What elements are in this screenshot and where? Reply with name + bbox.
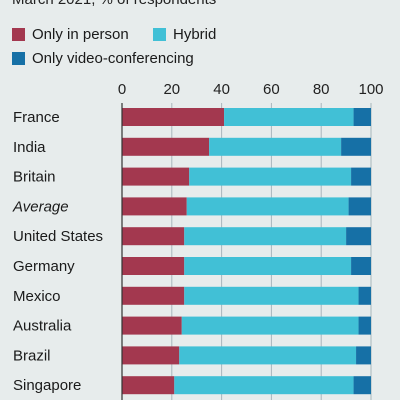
bar-segment bbox=[346, 227, 371, 246]
bar-segment bbox=[186, 197, 349, 216]
bar-segment bbox=[356, 346, 371, 365]
bar-segment bbox=[353, 376, 371, 395]
bar-segment bbox=[351, 257, 371, 275]
legend-label-hybrid: Hybrid bbox=[173, 26, 217, 43]
category-label: France bbox=[13, 109, 60, 126]
bar-segment bbox=[122, 316, 182, 335]
legend-item-video: Only video-conferencing bbox=[12, 50, 194, 67]
bar-segment bbox=[179, 346, 357, 365]
bar-segment bbox=[122, 286, 185, 305]
bar-segment bbox=[122, 346, 180, 365]
bar-segment bbox=[122, 108, 225, 126]
bar-segment bbox=[348, 197, 371, 216]
bar-segment bbox=[358, 316, 371, 335]
bar-segment bbox=[184, 227, 347, 246]
legend-item-hybrid: Hybrid bbox=[153, 26, 216, 43]
bar-segment bbox=[122, 227, 185, 246]
legend-swatch-video bbox=[12, 52, 25, 65]
chart-subtitle: March 2021, % of respondents bbox=[12, 0, 216, 8]
category-label: Australia bbox=[13, 318, 72, 335]
x-tick-label: 100 bbox=[358, 81, 383, 98]
legend-label-video: Only video-conferencing bbox=[32, 50, 194, 67]
category-label: Brazil bbox=[13, 347, 51, 364]
bar-segment bbox=[181, 316, 359, 335]
bar-segment bbox=[122, 197, 187, 216]
bar-segment bbox=[224, 108, 354, 126]
bar-segment bbox=[358, 286, 371, 305]
legend-swatch-hybrid bbox=[153, 28, 166, 41]
bar-segment bbox=[209, 137, 342, 156]
category-label: Average bbox=[12, 198, 69, 215]
category-label: United States bbox=[13, 228, 103, 245]
bar-segment bbox=[341, 137, 371, 156]
bar-segment bbox=[353, 108, 371, 126]
bar-segment bbox=[122, 257, 185, 275]
category-label: Germany bbox=[13, 258, 75, 275]
bar-segment bbox=[174, 376, 354, 395]
legend-item-in-person: Only in person bbox=[12, 26, 129, 43]
category-label: India bbox=[13, 139, 46, 156]
bar-segment bbox=[122, 167, 190, 186]
x-tick-label: 60 bbox=[263, 81, 280, 98]
x-tick-label: 20 bbox=[163, 81, 180, 98]
x-tick-label: 40 bbox=[213, 81, 230, 98]
bar-segment bbox=[122, 376, 175, 395]
category-label: Britain bbox=[13, 169, 56, 186]
x-tick-label: 0 bbox=[118, 81, 126, 98]
bar-segment bbox=[351, 167, 371, 186]
category-label: Singapore bbox=[13, 377, 81, 394]
category-label: Mexico bbox=[13, 288, 61, 305]
bar-segment bbox=[122, 137, 210, 156]
legend-swatch-in-person bbox=[12, 28, 25, 41]
bar-segment bbox=[184, 286, 359, 305]
bar-segment bbox=[189, 167, 352, 186]
legend-label-in-person: Only in person bbox=[32, 26, 129, 43]
bar-segment bbox=[184, 257, 352, 275]
x-tick-label: 80 bbox=[313, 81, 330, 98]
